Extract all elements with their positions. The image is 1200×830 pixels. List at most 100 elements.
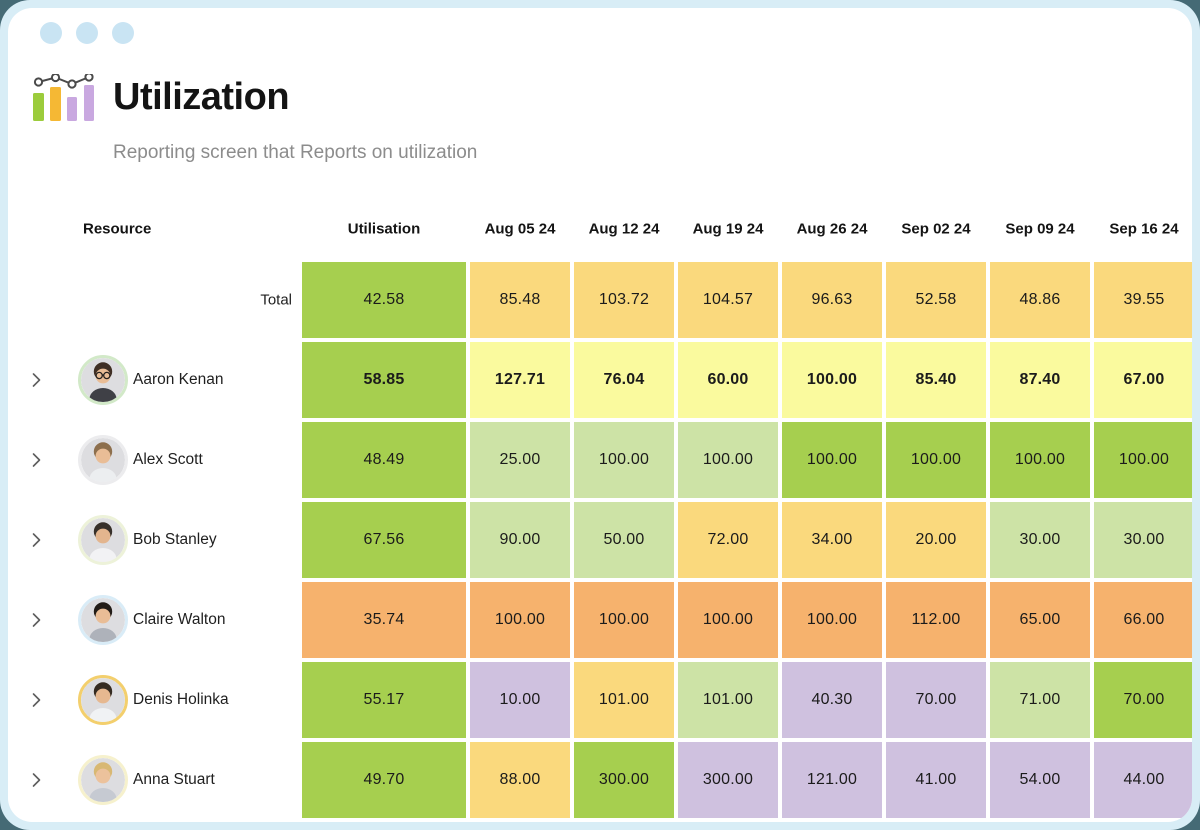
week-value-cell[interactable]: 65.00 <box>990 582 1090 658</box>
week-value-cell[interactable]: 66.00 <box>1094 582 1192 658</box>
resource-name: Anna Stuart <box>133 771 215 788</box>
week-value-cell[interactable]: 20.00 <box>886 502 986 578</box>
resource-name: Bob Stanley <box>133 531 217 548</box>
week-value-cell[interactable]: 112.00 <box>886 582 986 658</box>
total-row-label: Total <box>260 291 292 309</box>
week-value-cell[interactable]: 71.00 <box>990 662 1090 738</box>
expand-chevron-icon[interactable] <box>32 453 41 468</box>
week-value-cell[interactable]: 104.57 <box>678 262 778 338</box>
week-value-cell[interactable]: 40.30 <box>782 662 882 738</box>
utilisation-column-header: Utilisation <box>347 220 421 238</box>
expand-chevron-icon[interactable] <box>32 693 41 708</box>
week-value-cell[interactable]: 100.00 <box>782 582 882 658</box>
week-column-header: Aug 26 24 <box>796 220 868 238</box>
week-value-cell[interactable]: 85.40 <box>886 342 986 418</box>
week-value-cell[interactable]: 70.00 <box>1094 662 1192 738</box>
expand-chevron-icon[interactable] <box>32 533 41 548</box>
expand-chevron-icon[interactable] <box>32 773 41 788</box>
week-value-cell[interactable]: 100.00 <box>574 422 674 498</box>
avatar <box>78 675 128 725</box>
week-column-header: Aug 19 24 <box>692 220 764 238</box>
row-cells: 67.56 90.00 50.00 72.00 34.00 20.00 30.00 30.00 <box>302 502 1192 578</box>
week-value-cell[interactable]: 101.00 <box>678 662 778 738</box>
week-value-cell[interactable]: 67.00 <box>1094 342 1192 418</box>
row-cells: 42.58 85.48 103.72 104.57 96.63 52.58 48.86 39.… <box>302 262 1192 338</box>
expand-chevron-icon[interactable] <box>32 613 41 628</box>
resource-name: Denis Holinka <box>133 691 229 708</box>
week-value-cell[interactable]: 90.00 <box>470 502 570 578</box>
utilisation-cell[interactable]: 42.58 <box>302 262 466 338</box>
week-value-cell[interactable]: 100.00 <box>886 422 986 498</box>
week-value-cell[interactable]: 300.00 <box>574 742 674 818</box>
week-value-cell[interactable]: 48.86 <box>990 262 1090 338</box>
week-value-cell[interactable]: 100.00 <box>574 582 674 658</box>
resource-row: Claire Walton 35.74 100.00 100.00 100.00 100.… <box>8 582 1192 658</box>
avatar <box>78 595 128 645</box>
resource-name: Claire Walton <box>133 611 226 628</box>
row-cells: 49.70 88.00 300.00 300.00 121.00 41.00 54.00 44… <box>302 742 1192 818</box>
week-value-cell[interactable]: 44.00 <box>1094 742 1192 818</box>
week-value-cell[interactable]: 34.00 <box>782 502 882 578</box>
resource-row: Aaron Kenan 58.85 127.71 76.04 60.00 100.00 85… <box>8 342 1192 418</box>
week-value-cell[interactable]: 88.00 <box>470 742 570 818</box>
resource-row: Anna Stuart 49.70 88.00 300.00 300.00 121.00 4… <box>8 742 1192 818</box>
week-value-cell[interactable]: 76.04 <box>574 342 674 418</box>
utilisation-cell[interactable]: 48.49 <box>302 422 466 498</box>
week-value-cell[interactable]: 127.71 <box>470 342 570 418</box>
week-value-cell[interactable]: 87.40 <box>990 342 1090 418</box>
value-column-headers: Utilisation Aug 05 24 Aug 12 24 Aug 19 24 Au… <box>302 221 1192 238</box>
row-cells: 55.17 10.00 101.00 101.00 40.30 70.00 71.00 70.… <box>302 662 1192 738</box>
week-column-header: Sep 02 24 <box>901 220 971 238</box>
window-dot[interactable] <box>112 22 134 44</box>
week-column-header: Sep 09 24 <box>1005 220 1075 238</box>
window-dot[interactable] <box>76 22 98 44</box>
week-value-cell[interactable]: 50.00 <box>574 502 674 578</box>
week-value-cell[interactable]: 100.00 <box>678 422 778 498</box>
avatar <box>78 755 128 805</box>
expand-chevron-icon[interactable] <box>32 373 41 388</box>
week-value-cell[interactable]: 100.00 <box>678 582 778 658</box>
week-value-cell[interactable]: 101.00 <box>574 662 674 738</box>
week-value-cell[interactable]: 100.00 <box>1094 422 1192 498</box>
resource-row: Bob Stanley 67.56 90.00 50.00 72.00 34.00 20.0… <box>8 502 1192 578</box>
week-value-cell[interactable]: 100.00 <box>782 422 882 498</box>
utilisation-cell[interactable]: 67.56 <box>302 502 466 578</box>
utilization-table-body: Total 42.58 85.48 103.72 104.57 96.63 52.58 48.… <box>8 262 1192 822</box>
week-value-cell[interactable]: 54.00 <box>990 742 1090 818</box>
resource-name: Aaron Kenan <box>133 371 224 388</box>
week-column-header: Aug 12 24 <box>588 220 660 238</box>
week-value-cell[interactable]: 72.00 <box>678 502 778 578</box>
week-value-cell[interactable]: 39.55 <box>1094 262 1192 338</box>
avatar <box>78 435 128 485</box>
avatar <box>78 355 128 405</box>
week-column-header: Aug 05 24 <box>484 220 556 238</box>
week-value-cell[interactable]: 60.00 <box>678 342 778 418</box>
week-value-cell[interactable]: 300.00 <box>678 742 778 818</box>
week-value-cell[interactable]: 30.00 <box>990 502 1090 578</box>
utilisation-cell[interactable]: 55.17 <box>302 662 466 738</box>
week-value-cell[interactable]: 41.00 <box>886 742 986 818</box>
week-value-cell[interactable]: 52.58 <box>886 262 986 338</box>
utilisation-cell[interactable]: 35.74 <box>302 582 466 658</box>
window-dot[interactable] <box>40 22 62 44</box>
week-column-header: Sep 16 24 <box>1109 220 1179 238</box>
week-value-cell[interactable]: 30.00 <box>1094 502 1192 578</box>
week-value-cell[interactable]: 85.48 <box>470 262 570 338</box>
week-value-cell[interactable]: 100.00 <box>990 422 1090 498</box>
report-card: Utilization Reporting screen that Report… <box>8 8 1192 822</box>
week-value-cell[interactable]: 121.00 <box>782 742 882 818</box>
week-value-cell[interactable]: 25.00 <box>470 422 570 498</box>
week-value-cell[interactable]: 10.00 <box>470 662 570 738</box>
utilisation-cell[interactable]: 49.70 <box>302 742 466 818</box>
table-header-row: Resource Utilisation Aug 05 24 Aug 12 24 Au… <box>8 207 1192 251</box>
week-value-cell[interactable]: 70.00 <box>886 662 986 738</box>
page-subtitle: Reporting screen that Reports on utiliza… <box>113 142 478 163</box>
window-dots <box>40 22 134 44</box>
week-value-cell[interactable]: 100.00 <box>470 582 570 658</box>
week-value-cell[interactable]: 100.00 <box>782 342 882 418</box>
avatar <box>78 515 128 565</box>
week-value-cell[interactable]: 96.63 <box>782 262 882 338</box>
utilisation-cell[interactable]: 58.85 <box>302 342 466 418</box>
week-value-cell[interactable]: 103.72 <box>574 262 674 338</box>
